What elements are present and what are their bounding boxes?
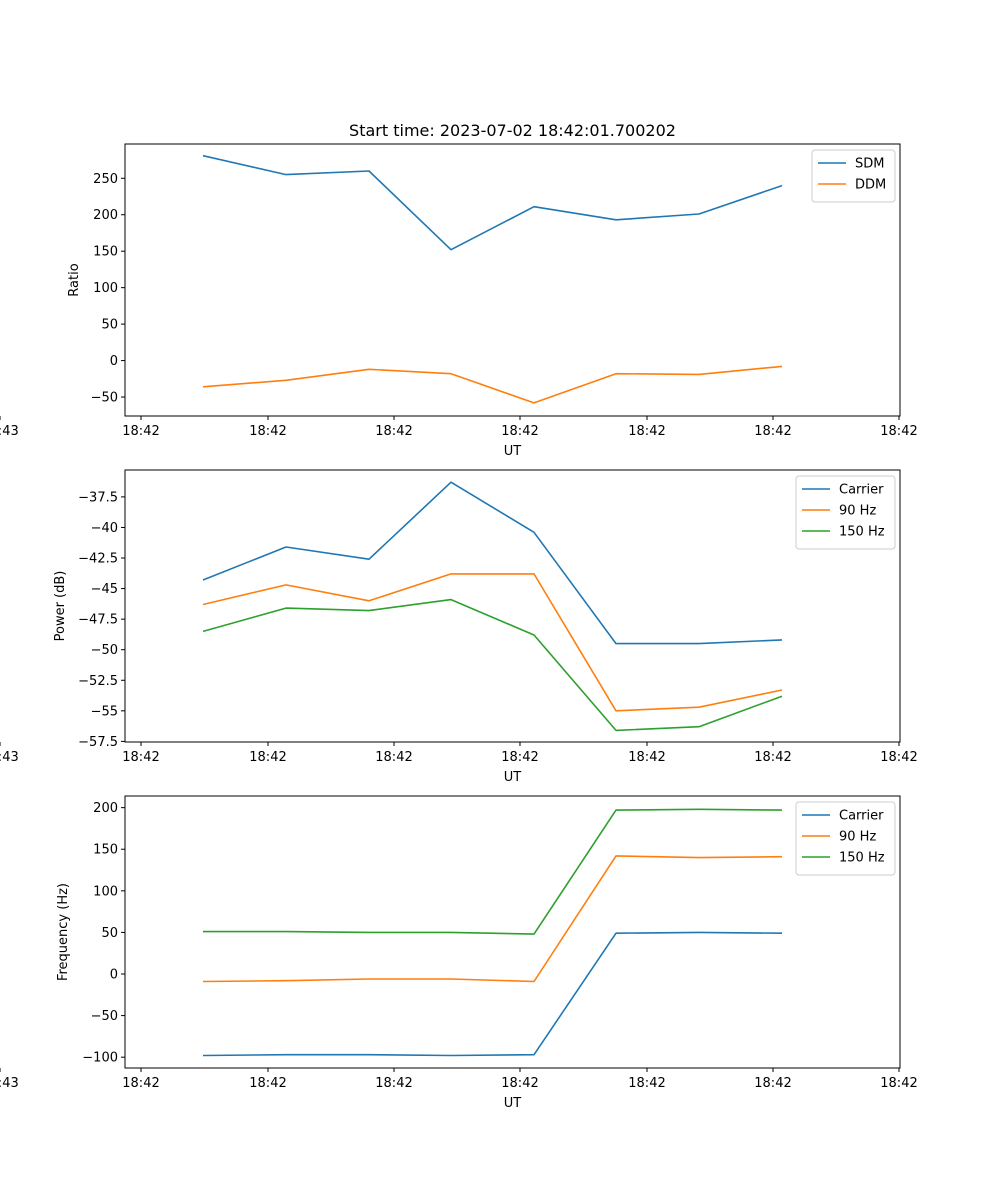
y-tick-label: −100: [82, 1051, 118, 1066]
x-tick-label: 18:42: [375, 1076, 412, 1091]
x-tick-label: 18:43: [0, 424, 19, 439]
legend-label: Carrier: [839, 809, 884, 824]
series-line-sdm: [202, 154, 783, 251]
y-axis-label: Ratio: [67, 263, 82, 296]
y-tick-label: 100: [93, 281, 118, 296]
series-line-90-hz: [202, 573, 783, 712]
legend-label: DDM: [855, 178, 886, 193]
y-tick-label: −42.5: [78, 552, 118, 567]
x-tick-label: 18:42: [628, 424, 665, 439]
y-tick-label: 200: [93, 208, 118, 223]
y-tick-label: 50: [101, 926, 118, 941]
series-line-150-hz: [203, 808, 783, 935]
legend-label: 90 Hz: [839, 504, 876, 519]
y-tick-label: −37.5: [78, 490, 118, 505]
x-tick-label: 18:42: [122, 750, 159, 765]
x-tick-label: 18:42: [501, 424, 538, 439]
plot-frame: [124, 469, 901, 743]
x-tick-label: 18:43: [0, 750, 19, 765]
series-line-carrier: [202, 931, 783, 1057]
chart-panel-3: 18:42 18:42 18:42 18:42 18:42 18:42 18:42 18:43…: [0, 795, 918, 1111]
x-tick-label: 18:42: [754, 1076, 791, 1091]
x-tick-label: 18:42: [501, 1076, 538, 1091]
x-axis-label: UT: [504, 770, 522, 785]
y-tick-label: 0: [110, 968, 118, 983]
x-axis-label: UT: [504, 1096, 522, 1111]
chart-title: Start time: 2023-07-02 18:42:01.700202: [349, 121, 676, 140]
series-line-ddm: [202, 365, 783, 404]
x-tick-label: 18:42: [249, 750, 286, 765]
x-tick-label: 18:42: [754, 750, 791, 765]
y-tick-label: −40: [91, 521, 118, 536]
x-tick-label: 18:42: [880, 1076, 917, 1091]
y-tick-label: 150: [93, 245, 118, 260]
series-line-carrier: [202, 481, 783, 645]
x-tick-label: 18:42: [880, 750, 917, 765]
x-tick-label: 18:42: [375, 424, 412, 439]
chart-panel-2: 18:42 18:42 18:42 18:42 18:42 18:42 18:42 18:43…: [0, 469, 918, 785]
legend-label: 90 Hz: [839, 830, 876, 845]
y-tick-label: 150: [93, 843, 118, 858]
x-tick-label: 18:42: [628, 750, 665, 765]
y-tick-label: 100: [93, 884, 118, 899]
y-tick-label: 200: [93, 801, 118, 816]
y-axis-label: Frequency (Hz): [56, 883, 71, 981]
x-tick-label: 18:42: [249, 424, 286, 439]
x-axis-label: UT: [504, 444, 522, 459]
y-tick-label: −52.5: [78, 674, 118, 689]
x-tick-label: 18:42: [880, 424, 917, 439]
y-tick-label: −50: [91, 1009, 118, 1024]
y-tick-label: −50: [91, 643, 118, 658]
legend-label: 150 Hz: [839, 525, 885, 540]
x-tick-label: 18:42: [754, 424, 791, 439]
x-tick-label: 18:42: [628, 1076, 665, 1091]
legend-label: Carrier: [839, 483, 884, 498]
x-tick-label: 18:43: [0, 1076, 19, 1091]
x-tick-label: 18:42: [375, 750, 412, 765]
series-line-150-hz: [202, 598, 783, 732]
y-tick-label: 0: [110, 354, 118, 369]
y-axis-label: Power (dB): [53, 571, 68, 642]
legend-label: SDM: [855, 157, 884, 172]
y-tick-label: −47.5: [78, 613, 118, 628]
y-tick-label: −57.5: [78, 735, 118, 750]
y-tick-label: −45: [91, 582, 118, 597]
series-line-90-hz: [202, 855, 783, 983]
y-tick-label: 250: [93, 172, 118, 187]
y-tick-label: 50: [101, 318, 118, 333]
y-tick-label: −50: [91, 391, 118, 406]
y-tick-label: −55: [91, 704, 118, 719]
x-tick-label: 18:42: [249, 1076, 286, 1091]
chart-panel-1: Start time: 2023-07-02 18:42:01.700202 18…: [0, 121, 918, 459]
x-tick-label: 18:42: [501, 750, 538, 765]
x-tick-label: 18:42: [122, 1076, 159, 1091]
x-tick-label: 18:42: [122, 424, 159, 439]
legend-label: 150 Hz: [839, 851, 885, 866]
plot-frame: [124, 143, 901, 417]
